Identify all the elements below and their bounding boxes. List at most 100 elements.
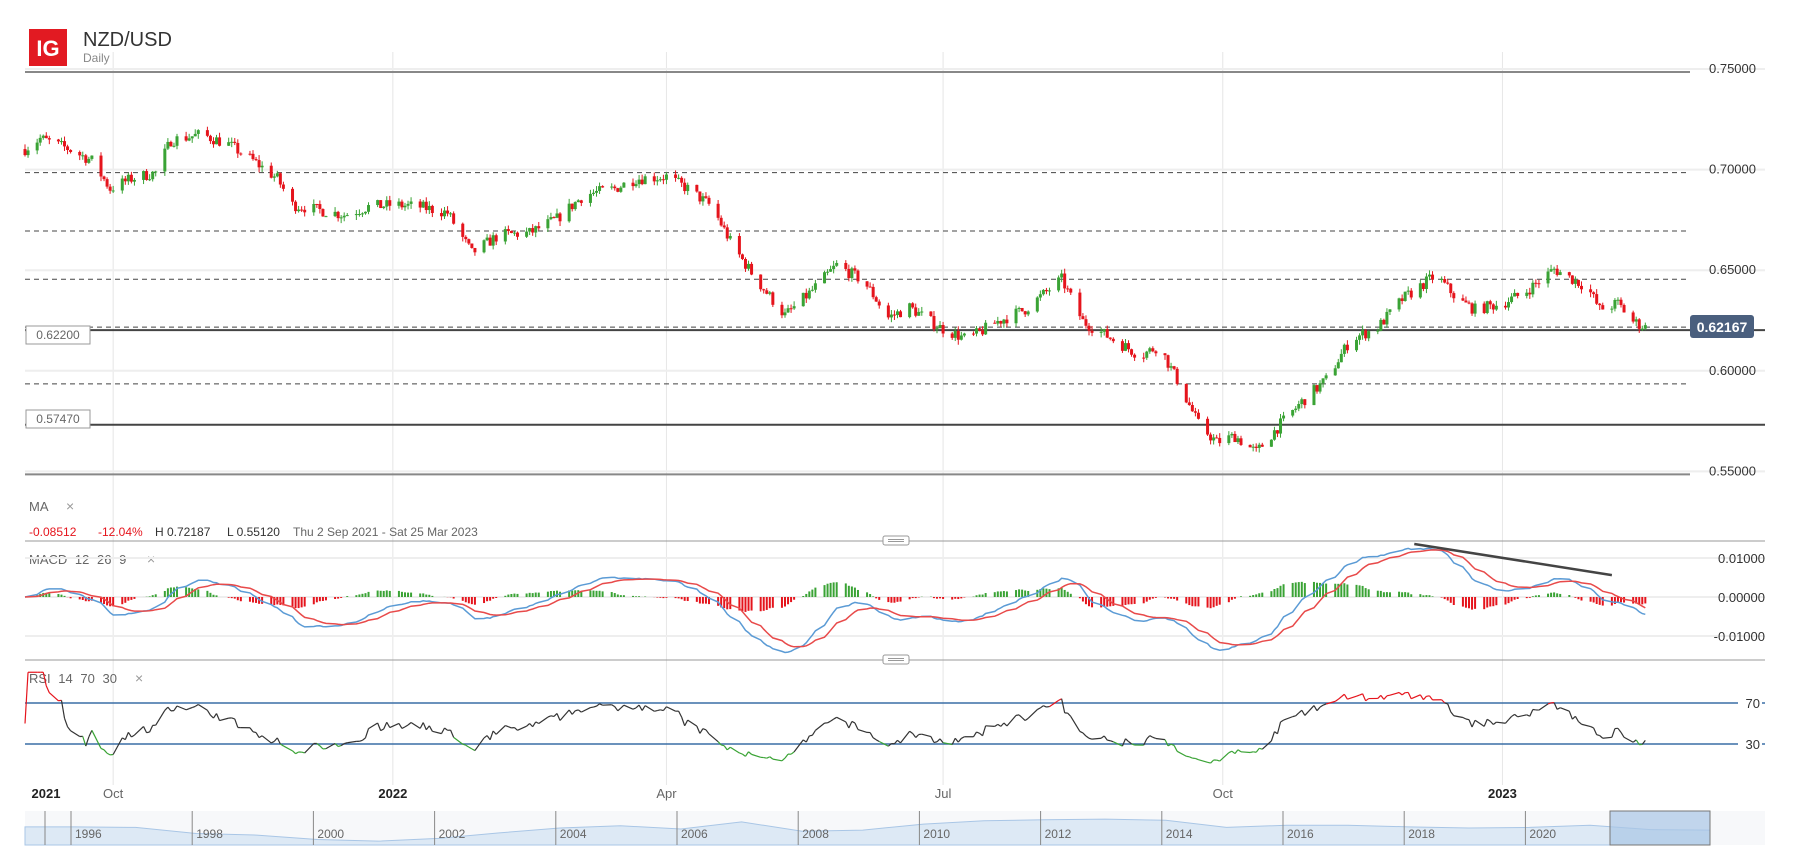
rsi-line-segment	[173, 705, 178, 711]
rsi-line-segment	[751, 753, 761, 758]
rsi-line-segment	[1237, 749, 1242, 753]
candle-body	[1099, 331, 1103, 333]
rsi-line-segment	[1590, 726, 1594, 729]
candle-body	[1294, 408, 1298, 411]
current-price-box	[1690, 315, 1754, 338]
candle-body	[1488, 301, 1492, 305]
navigator-area	[24, 818, 1711, 846]
candle-body	[1120, 341, 1124, 351]
rsi-line-segment	[1316, 706, 1321, 712]
level-label-057470: 0.57470	[36, 412, 80, 426]
navigator-year-label: 2014	[1166, 827, 1193, 841]
range-stats: -0.08512 -12.04% H 0.72187 L 0.55120 Thu…	[29, 525, 478, 539]
panel-resize-handle[interactable]	[882, 654, 910, 665]
rsi-line-segment	[721, 744, 725, 747]
rsi-line-segment	[1082, 732, 1087, 737]
candle-body	[680, 177, 684, 183]
rsi-line-segment	[292, 750, 296, 755]
rsi-line-segment	[1283, 716, 1293, 721]
candle-body	[686, 184, 690, 192]
navigator[interactable]: 1996 1998 2000 2002 2004 2006 2008 2010 2012 2014…	[24, 810, 1765, 846]
rsi-line-segment	[1091, 737, 1102, 740]
ma-close-icon[interactable]: ×	[66, 498, 74, 514]
rsi-line-segment	[702, 728, 707, 731]
time-axis[interactable]: 2021 Oct 2022 Apr Jul Oct 2023	[32, 786, 1517, 801]
navigator-year-label: 2018	[1408, 827, 1435, 841]
rsi-line-segment	[912, 733, 917, 738]
candle-body	[69, 149, 73, 152]
candle-body	[1236, 438, 1240, 443]
level-label-box	[25, 325, 91, 345]
candle-body	[570, 203, 574, 210]
candle-body	[90, 155, 94, 159]
candle-body	[315, 204, 319, 206]
candle-body	[166, 141, 170, 149]
rsi-line-segment	[997, 723, 1002, 727]
candle-body	[719, 217, 723, 226]
rsi-line-segment	[571, 710, 576, 715]
price-axis[interactable]: 0.75000 0.70000 0.65000 0.60000 0.55000	[1709, 61, 1756, 478]
candle-body	[233, 141, 237, 143]
rsi-line-segment	[790, 751, 795, 755]
candle-body	[272, 176, 276, 178]
rsi-line-segment	[1255, 747, 1260, 753]
candle-body	[826, 271, 830, 273]
rsi-line-segment	[900, 730, 911, 744]
candle-body	[190, 136, 194, 139]
candle-body	[591, 192, 595, 194]
candle-body	[725, 227, 729, 239]
rsi-line-segment	[717, 741, 722, 746]
candle-body	[254, 159, 258, 161]
candlestick-series	[23, 126, 1647, 453]
candle-body	[260, 165, 264, 168]
rsi-line-segment	[575, 709, 579, 712]
rsi-line-segment	[1231, 750, 1236, 755]
rsi-line-segment	[827, 720, 831, 724]
panel-resize-handle[interactable]	[882, 535, 910, 546]
rsi-line-segment	[474, 737, 485, 751]
candle-body	[1066, 288, 1070, 290]
rsi-line-segment	[334, 743, 339, 747]
rsi-line-segment	[1085, 735, 1090, 739]
rsi-line-segment	[699, 728, 704, 734]
candle-body	[1643, 325, 1647, 329]
candle-body	[169, 141, 173, 147]
rsi-line-segment	[1486, 718, 1491, 722]
rsi-line-segment	[535, 721, 540, 725]
candle-body	[81, 155, 85, 157]
rsi-line-segment	[641, 705, 646, 711]
rsi-line-segment	[1568, 710, 1573, 720]
candle-body	[488, 237, 492, 246]
candle-body	[1513, 292, 1517, 297]
rsi-line-segment	[1313, 705, 1318, 711]
rsi-line-segment	[377, 722, 382, 731]
rsi-line-segment	[1343, 693, 1348, 700]
candle-body	[1063, 273, 1067, 289]
candle-body	[950, 333, 954, 338]
rsi-line-segment	[933, 741, 938, 744]
candle-body	[911, 303, 915, 308]
candle-body	[333, 211, 337, 217]
candle-body	[971, 333, 975, 335]
candle-body	[664, 174, 668, 180]
navigator-year-label: 2008	[802, 827, 829, 841]
rsi-line-segment	[1143, 738, 1148, 746]
x-tick-label: Apr	[656, 786, 677, 801]
rsi-line-segment	[1505, 719, 1509, 724]
rsi-line-segment	[1240, 751, 1251, 754]
candle-body	[257, 160, 261, 168]
candle-body	[1047, 290, 1051, 292]
rsi-line-segment	[325, 742, 336, 750]
rsi-line-segment	[146, 731, 150, 734]
rsi-close-icon[interactable]: ×	[135, 670, 143, 686]
candle-body	[363, 211, 367, 214]
rsi-line-segment	[857, 728, 868, 733]
candle-body	[1400, 298, 1404, 302]
candle-body	[1041, 289, 1045, 295]
candle-body	[1427, 274, 1431, 277]
candle-body	[84, 155, 88, 163]
candle-body	[1218, 437, 1222, 444]
rsi-line-segment	[483, 735, 488, 739]
rsi-line-segment	[909, 730, 914, 734]
